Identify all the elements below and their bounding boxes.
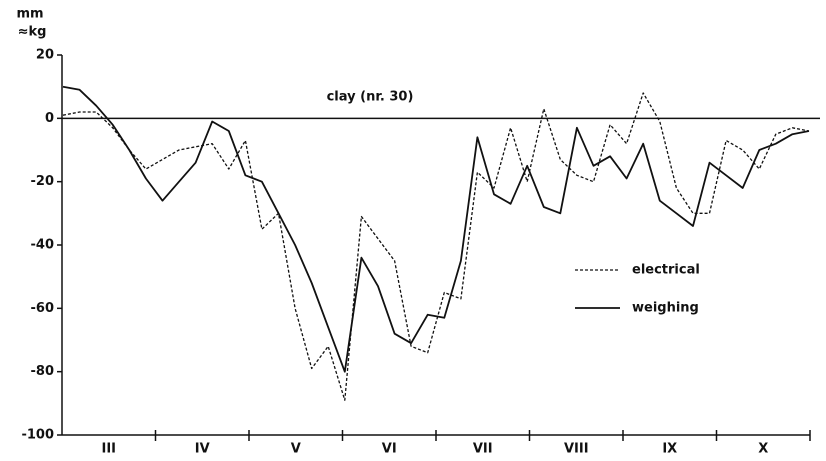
x-tick-label: IV bbox=[195, 442, 210, 457]
y-axis-label: mm bbox=[16, 7, 43, 22]
x-tick-label: IX bbox=[662, 442, 677, 457]
x-tick-label: VIII bbox=[564, 442, 589, 457]
y-tick-label: -20 bbox=[31, 174, 55, 189]
series-line bbox=[62, 85, 810, 373]
legend-label: weighing bbox=[632, 301, 699, 316]
x-tick-label: VI bbox=[382, 442, 397, 457]
series-line bbox=[62, 92, 810, 401]
y-tick-label: -60 bbox=[31, 301, 55, 316]
x-tick-label: V bbox=[291, 442, 301, 457]
x-tick-label: X bbox=[758, 442, 768, 457]
y-tick-label: 0 bbox=[45, 111, 54, 126]
y-tick-label: -100 bbox=[21, 428, 54, 443]
y-tick-label: 20 bbox=[36, 48, 54, 63]
y-tick-label: -80 bbox=[31, 364, 55, 379]
y-axis-label: ≈kg bbox=[18, 25, 47, 40]
legend-label: electrical bbox=[632, 263, 700, 278]
x-tick-label: VII bbox=[473, 442, 493, 457]
y-tick-label: -40 bbox=[31, 238, 55, 253]
chart-title: clay (nr. 30) bbox=[327, 90, 414, 105]
x-tick-label: III bbox=[101, 442, 116, 457]
